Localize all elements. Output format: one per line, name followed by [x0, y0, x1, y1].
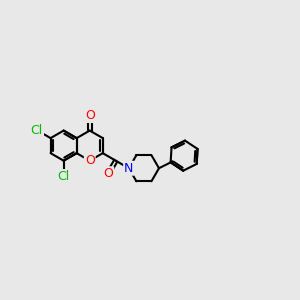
- Text: O: O: [85, 109, 95, 122]
- Text: N: N: [124, 162, 134, 175]
- Text: O: O: [103, 167, 113, 180]
- Text: O: O: [85, 154, 95, 167]
- Text: Cl: Cl: [58, 170, 70, 183]
- Text: Cl: Cl: [31, 124, 43, 137]
